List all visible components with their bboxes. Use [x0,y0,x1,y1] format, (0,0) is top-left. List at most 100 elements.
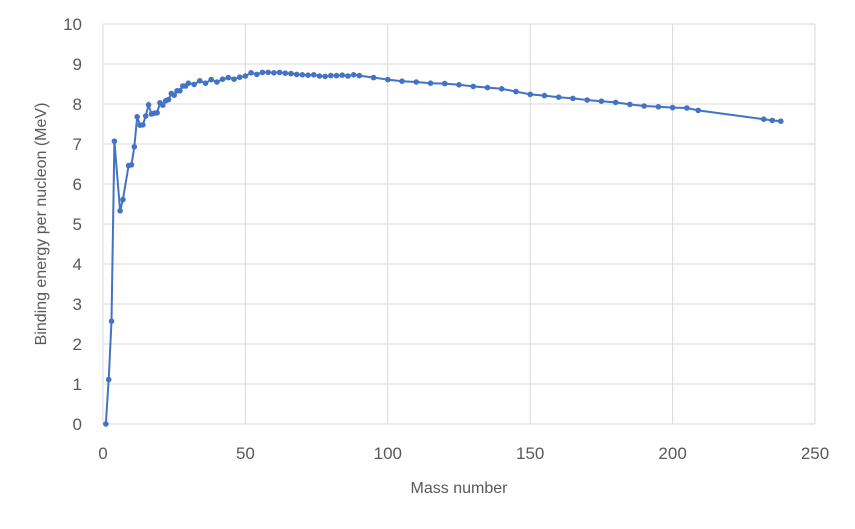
y-tick-label: 7 [73,135,82,154]
data-point [310,72,317,78]
data-point [769,117,776,124]
data-point [231,76,237,82]
y-tick-label: 2 [73,335,82,354]
data-point [399,78,405,84]
data-point [165,96,172,103]
y-tick-label: 5 [73,215,82,234]
data-point [214,79,220,85]
data-point [627,101,633,108]
x-tick-label: 100 [374,444,402,463]
data-point [527,91,533,98]
data-point [456,82,462,88]
data-point [105,376,112,383]
data-point [131,144,138,150]
data-point [669,104,676,111]
data-point [117,208,123,214]
data-point [111,138,118,144]
data-point [513,88,519,95]
data-series [103,69,784,427]
y-tick-label: 3 [73,295,82,314]
y-tick-labels: 0 1 2 3 4 5 6 7 8 9 10 [63,15,82,434]
data-point [282,70,289,76]
y-tick-label: 9 [73,55,82,74]
data-point [612,99,619,106]
data-point [299,72,306,78]
x-tick-label: 50 [236,444,255,463]
data-point [498,86,505,92]
data-point [570,95,576,102]
data-point [655,104,662,110]
data-point [555,94,562,100]
data-point [345,73,351,79]
data-point [385,76,391,83]
data-point [108,318,115,325]
data-point [248,70,254,76]
data-point [316,73,323,79]
data-point [191,81,197,88]
x-tick-label: 0 [98,444,107,463]
data-point [236,74,243,80]
data-point [293,71,300,78]
data-point [427,80,434,86]
x-tick-label: 200 [658,444,686,463]
data-point [134,114,140,120]
data-point [145,102,152,108]
data-point [208,76,215,83]
data-point [225,74,232,81]
x-tick-label: 150 [516,444,544,463]
data-point [185,80,192,86]
y-tick-label: 1 [73,375,82,394]
data-point [259,69,266,76]
data-point [584,97,590,103]
data-point [271,70,277,76]
y-tick-label: 10 [63,15,82,34]
data-point [253,71,260,78]
data-point [413,79,420,85]
data-point [142,113,149,119]
data-point [160,102,166,108]
data-point [120,196,126,203]
data-point [177,88,183,94]
data-point [778,118,784,124]
data-point [641,103,647,109]
data-point [276,69,283,76]
data-point [484,84,491,91]
data-point [103,421,109,427]
x-axis-title: Mass number [411,480,509,497]
data-point [441,80,448,87]
series-line [104,71,781,425]
x-tick-labels: 0 50 100 150 200 250 [98,444,829,463]
data-point [202,80,209,86]
y-axis-title: Binding energy per nucleon (MeV) [33,103,50,346]
data-point [684,105,690,111]
data-point [339,72,346,78]
data-point [350,72,357,78]
data-point [305,72,311,78]
y-tick-label: 8 [73,95,82,114]
data-point [328,72,334,79]
data-point [288,70,294,77]
data-point [322,73,328,80]
y-tick-label: 6 [73,175,82,194]
data-point [219,76,226,82]
data-point [370,74,377,81]
data-point [140,122,146,128]
data-point [760,116,767,122]
data-point [197,78,203,84]
y-tick-label: 0 [73,415,82,434]
gridlines [102,23,816,425]
data-point [356,72,363,79]
y-tick-label: 4 [73,255,82,274]
data-point [598,98,605,104]
data-point [171,92,177,98]
data-point [695,107,702,114]
data-point [128,162,135,168]
data-point [265,69,271,76]
data-point [333,72,340,79]
data-point [154,110,160,116]
data-point [470,83,477,90]
x-tick-label: 250 [801,444,829,463]
data-point [242,73,249,79]
